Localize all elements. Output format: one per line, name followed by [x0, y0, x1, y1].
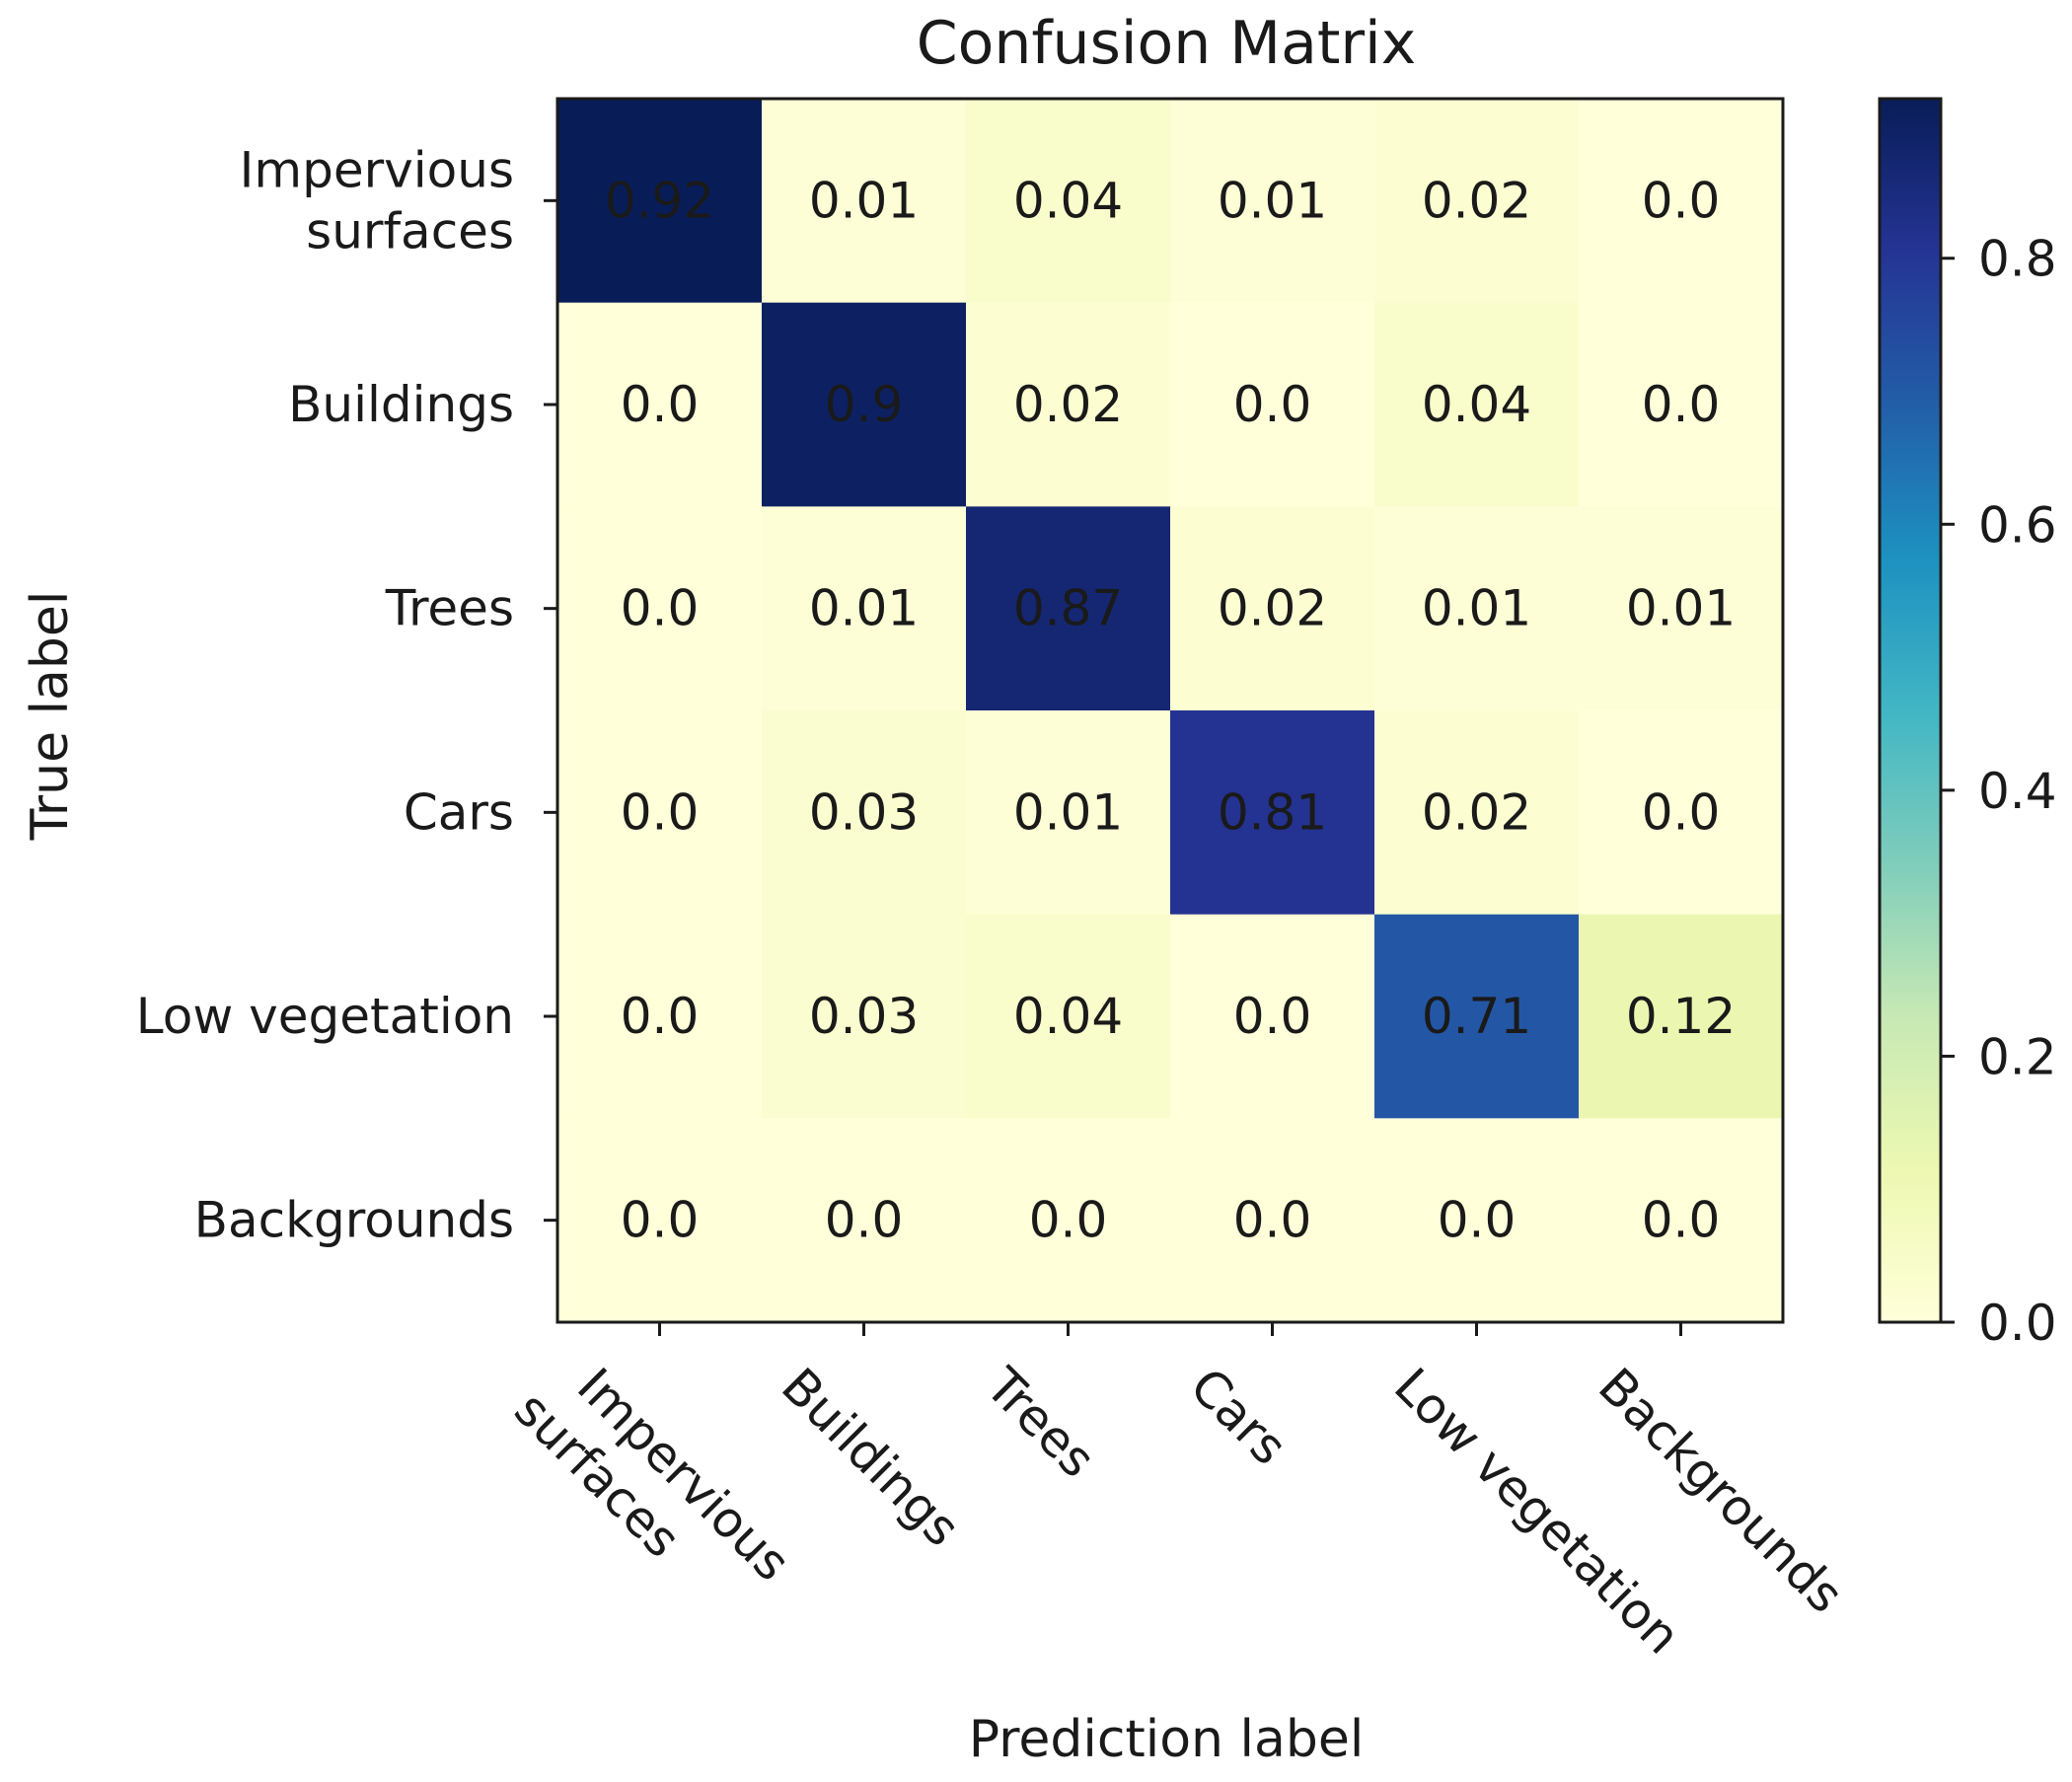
cell-value-label: 0.92 — [605, 172, 714, 229]
y-axis-ticks: Impervious surfaces Buildings Trees Cars Low … — [136, 141, 557, 1249]
cell-value-label: 0.12 — [1626, 988, 1736, 1045]
heatmap-cell — [557, 302, 763, 507]
heatmap-cell — [762, 302, 967, 507]
colorbar-tick-label: 0.2 — [1978, 1028, 2057, 1085]
heatmap-cell — [1170, 1118, 1375, 1323]
cell-value-label: 0.03 — [809, 988, 919, 1045]
heatmap-cell — [557, 1118, 763, 1323]
heatmap-cell — [1579, 506, 1784, 711]
cell-value-label: 0.01 — [1422, 580, 1531, 637]
heatmap-cell — [966, 506, 1171, 711]
heatmap-cell-labels: 0.92 0.01 0.04 0.01 0.02 0.0 0.0 0.9 0.02 0.0 0.04… — [605, 172, 1736, 1248]
cell-value-label: 0.87 — [1013, 580, 1123, 637]
cell-value-label: 0.02 — [1013, 376, 1123, 433]
cell-value-label: 0.9 — [825, 376, 904, 433]
heatmap-cell — [966, 99, 1171, 304]
y-tick-label: Buildings — [288, 376, 514, 433]
heatmap-cell — [1374, 1118, 1580, 1323]
cell-value-label: 0.0 — [825, 1192, 904, 1249]
y-tick-label: Trees — [385, 580, 514, 637]
cell-value-label: 0.0 — [1642, 783, 1721, 841]
cell-value-label: 0.0 — [621, 376, 700, 433]
y-tick-label: Cars — [404, 783, 514, 841]
colorbar-gradient — [1878, 97, 1943, 1324]
cell-value-label: 0.01 — [1218, 172, 1327, 229]
cell-value-label: 0.02 — [1218, 580, 1327, 637]
heatmap-cell — [762, 99, 967, 304]
cell-value-label: 0.71 — [1422, 988, 1531, 1045]
heatmap-cell — [762, 506, 967, 711]
cell-value-label: 0.01 — [809, 580, 919, 637]
heatmap-cell — [557, 506, 763, 711]
heatmap-cell — [966, 302, 1171, 507]
heatmap-cell — [966, 1118, 1171, 1323]
heatmap-cell — [1170, 914, 1375, 1119]
heatmap-cells — [557, 99, 1784, 1323]
cell-value-label: 0.0 — [621, 1192, 700, 1249]
heatmap-cell — [557, 914, 763, 1119]
x-tick-label: Cars — [1179, 1357, 1297, 1475]
heatmap-cell — [762, 1118, 967, 1323]
heatmap-cell — [1579, 1118, 1784, 1323]
heatmap-cell — [1170, 99, 1375, 304]
heatmap-cell — [1374, 914, 1580, 1119]
heatmap-cell — [1579, 914, 1784, 1119]
heatmap-cell — [1579, 99, 1784, 304]
cell-value-label: 0.0 — [1438, 1192, 1517, 1249]
heatmap-cell — [557, 710, 763, 916]
cell-value-label: 0.81 — [1218, 783, 1327, 841]
cell-value-label: 0.04 — [1013, 172, 1123, 229]
heatmap-cell — [1579, 710, 1784, 916]
cell-value-label: 0.04 — [1422, 376, 1531, 433]
y-axis-title: True label — [21, 591, 80, 842]
cell-value-label: 0.01 — [1626, 580, 1736, 637]
heatmap-cell — [1374, 710, 1580, 916]
heatmap-cell — [1374, 302, 1580, 507]
cell-value-label: 0.0 — [621, 783, 700, 841]
y-tick-label: Impervious surfaces — [240, 141, 514, 260]
x-axis-ticks: Impervioussurfaces Buildings Trees Cars Low … — [503, 1322, 1854, 1665]
cell-value-label: 0.0 — [1029, 1192, 1108, 1249]
cell-value-label: 0.01 — [1013, 783, 1123, 841]
cell-value-label: 0.0 — [1642, 172, 1721, 229]
cell-value-label: 0.04 — [1013, 988, 1123, 1045]
colorbar-tick-label: 0.4 — [1978, 763, 2057, 820]
x-tick-label: Buildings — [771, 1357, 971, 1557]
cell-value-label: 0.0 — [621, 988, 700, 1045]
heatmap-cell — [1374, 99, 1580, 304]
heatmap-cell — [1579, 302, 1784, 507]
cell-value-label: 0.02 — [1422, 172, 1531, 229]
cell-value-label: 0.0 — [621, 580, 700, 637]
cell-value-label: 0.0 — [1233, 376, 1312, 433]
heatmap-cell — [762, 914, 967, 1119]
y-tick-label: Low vegetation — [136, 988, 514, 1045]
x-tick-label: Impervioussurfaces — [503, 1338, 800, 1635]
x-axis-title: Prediction label — [969, 1710, 1365, 1769]
heatmap-cell — [762, 710, 967, 916]
heatmap-cell — [1170, 710, 1375, 916]
colorbar-tick-label: 0.0 — [1978, 1295, 2057, 1352]
cell-value-label: 0.0 — [1233, 1192, 1312, 1249]
heatmap-cell — [966, 914, 1171, 1119]
colorbar-tick-label: 0.6 — [1978, 496, 2057, 554]
colorbar-ticks: 0.0 0.2 0.4 0.6 0.8 — [1941, 231, 2057, 1352]
heatmap-cell — [966, 710, 1171, 916]
heatmap-cell — [1374, 506, 1580, 711]
plot-frame — [555, 97, 1785, 1324]
cell-value-label: 0.0 — [1642, 1192, 1721, 1249]
heatmap-cell — [1170, 302, 1375, 507]
y-tick-label: Backgrounds — [194, 1192, 514, 1249]
x-tick-label: Trees — [974, 1357, 1106, 1489]
heatmap-cell — [1170, 506, 1375, 711]
cell-value-label: 0.03 — [809, 783, 919, 841]
heatmap-cell — [557, 99, 763, 304]
cell-value-label: 0.02 — [1422, 783, 1531, 841]
cell-value-label: 0.0 — [1233, 988, 1312, 1045]
cell-value-label: 0.01 — [809, 172, 919, 229]
colorbar-tick-label: 0.8 — [1978, 231, 2057, 288]
cell-value-label: 0.0 — [1642, 376, 1721, 433]
chart-title: Confusion Matrix — [917, 9, 1416, 78]
